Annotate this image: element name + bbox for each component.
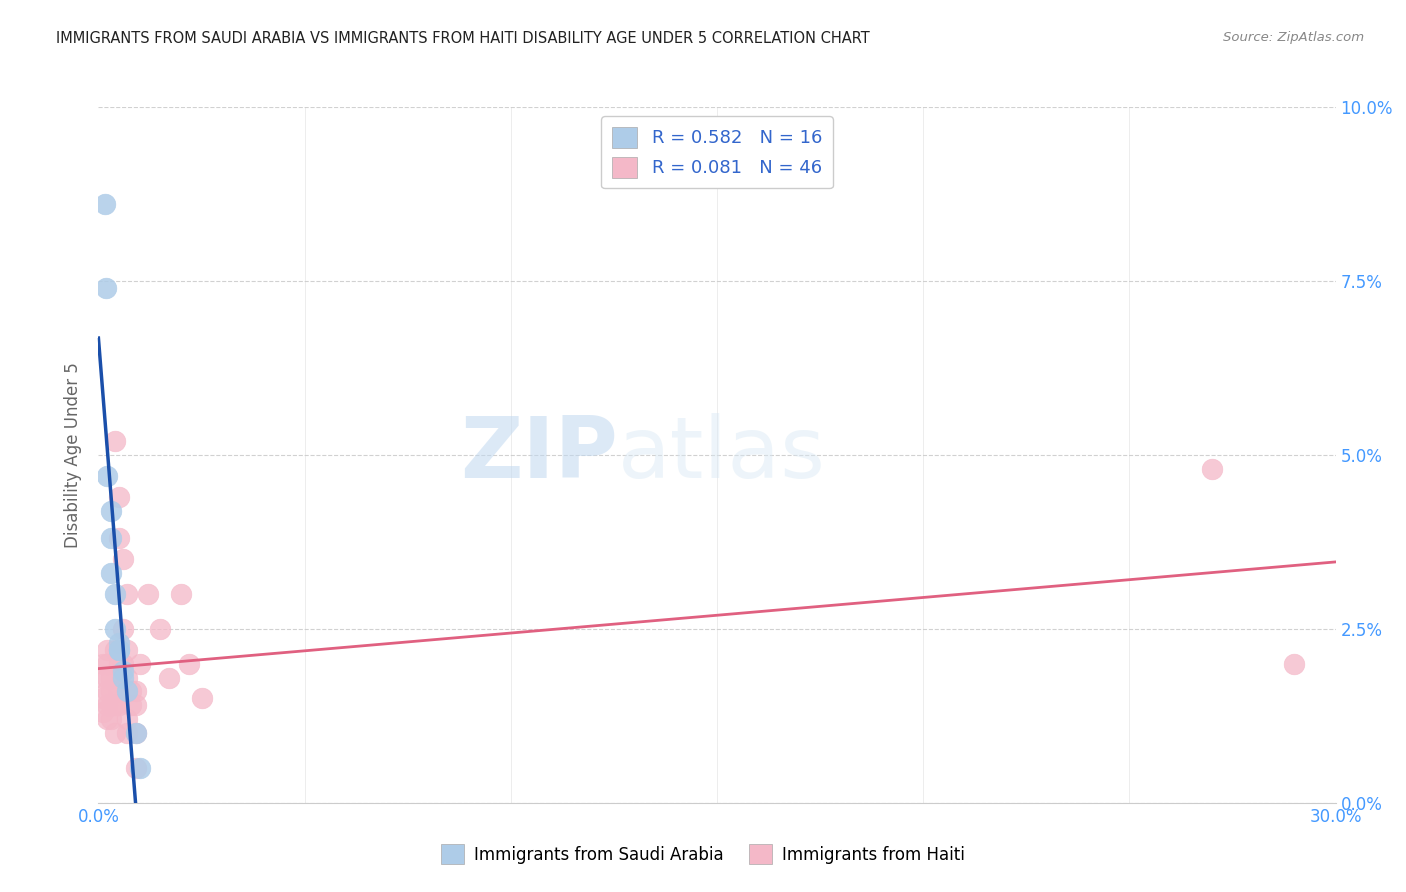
Point [108, 698, 131, 713]
Point [112, 622, 135, 636]
Point [112, 552, 135, 566]
Legend: Immigrants from Saudi Arabia, Immigrants from Haiti: Immigrants from Saudi Arabia, Immigrants… [434, 838, 972, 871]
Point [136, 587, 159, 601]
Point [94, 281, 117, 295]
Point [108, 642, 131, 657]
Point [96, 698, 118, 713]
Point [100, 684, 122, 698]
Point [124, 761, 146, 775]
Point [108, 636, 131, 650]
Point [1201, 462, 1223, 476]
Point [104, 434, 127, 448]
Point [124, 684, 146, 698]
Point [128, 761, 150, 775]
Point [120, 684, 142, 698]
Point [96, 671, 118, 685]
Point [117, 684, 139, 698]
Point [100, 532, 122, 546]
Point [91, 657, 114, 671]
Legend: R = 0.582   N = 16, R = 0.081   N = 46: R = 0.582 N = 16, R = 0.081 N = 46 [602, 116, 832, 188]
Y-axis label: Disability Age Under 5: Disability Age Under 5 [65, 362, 83, 548]
Point [120, 698, 142, 713]
Point [117, 642, 139, 657]
Point [108, 490, 131, 504]
Point [96, 712, 118, 726]
Point [149, 622, 172, 636]
Point [124, 726, 146, 740]
Point [117, 671, 139, 685]
Point [108, 642, 131, 657]
Point [104, 726, 127, 740]
Point [93, 197, 115, 211]
Text: IMMIGRANTS FROM SAUDI ARABIA VS IMMIGRANTS FROM HAITI DISABILITY AGE UNDER 5 COR: IMMIGRANTS FROM SAUDI ARABIA VS IMMIGRAN… [56, 31, 870, 46]
Point [91, 691, 114, 706]
Point [100, 503, 122, 517]
Point [108, 684, 131, 698]
Point [100, 698, 122, 713]
Point [104, 622, 127, 636]
Point [104, 642, 127, 657]
Point [91, 671, 114, 685]
Point [117, 587, 139, 601]
Point [96, 468, 118, 483]
Text: Source: ZipAtlas.com: Source: ZipAtlas.com [1223, 31, 1364, 45]
Point [190, 691, 212, 706]
Point [157, 671, 180, 685]
Point [128, 657, 150, 671]
Text: atlas: atlas [619, 413, 827, 497]
Point [96, 684, 118, 698]
Point [117, 712, 139, 726]
Point [108, 532, 131, 546]
Point [170, 587, 193, 601]
Point [96, 657, 118, 671]
Point [104, 698, 127, 713]
Text: ZIP: ZIP [460, 413, 619, 497]
Point [104, 587, 127, 601]
Point [112, 657, 135, 671]
Point [124, 698, 146, 713]
Point [96, 642, 118, 657]
Point [179, 657, 201, 671]
Point [100, 671, 122, 685]
Point [117, 726, 139, 740]
Point [100, 712, 122, 726]
Point [100, 566, 122, 581]
Point [124, 726, 146, 740]
Point [1284, 657, 1306, 671]
Point [112, 664, 135, 678]
Point [112, 671, 135, 685]
Point [91, 706, 114, 720]
Point [108, 657, 131, 671]
